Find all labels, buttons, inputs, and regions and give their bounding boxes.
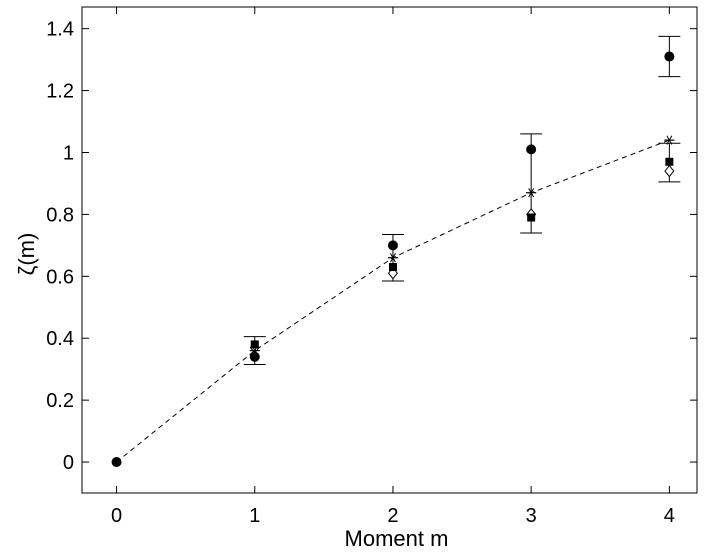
data-point-asterisk [387, 253, 398, 263]
y-axis-label: ζ(m) [14, 233, 39, 276]
y-tick-label: 1.4 [46, 19, 74, 41]
y-tick-label: 0.6 [46, 266, 74, 288]
x-tick-label: 0 [111, 505, 122, 527]
data-point-circle [526, 144, 537, 155]
data-point-square [665, 157, 674, 166]
y-tick-label: 0 [63, 452, 74, 474]
data-point-diamond [664, 164, 675, 178]
y-tick-label: 0.8 [46, 204, 74, 226]
y-tick-label: 1 [63, 142, 74, 164]
data-point-square [527, 213, 536, 222]
plot-marks [111, 35, 681, 468]
x-axis-label: Moment m [345, 526, 449, 551]
y-tick-label: 1.2 [46, 81, 74, 103]
data-point-square [250, 340, 259, 349]
x-tick-label: 2 [387, 505, 398, 527]
data-point-asterisk [526, 188, 537, 198]
x-tick-label: 1 [249, 505, 260, 527]
y-tick-label: 0.2 [46, 390, 74, 412]
data-point-circle [111, 457, 122, 468]
data-point-asterisk [664, 135, 675, 145]
data-point-circle [249, 351, 260, 362]
plot-frame [81, 6, 698, 494]
axis-ticks: 0 1 2 3 4 0 0.2 0.4 0.6 0.8 1 1.2 1.4 [46, 7, 697, 527]
y-tick-label: 0.4 [46, 328, 74, 350]
data-point-square [388, 263, 397, 272]
x-tick-label: 3 [526, 505, 537, 527]
data-point-circle [387, 240, 398, 251]
x-tick-label: 4 [664, 505, 675, 527]
data-point-circle [664, 51, 675, 62]
